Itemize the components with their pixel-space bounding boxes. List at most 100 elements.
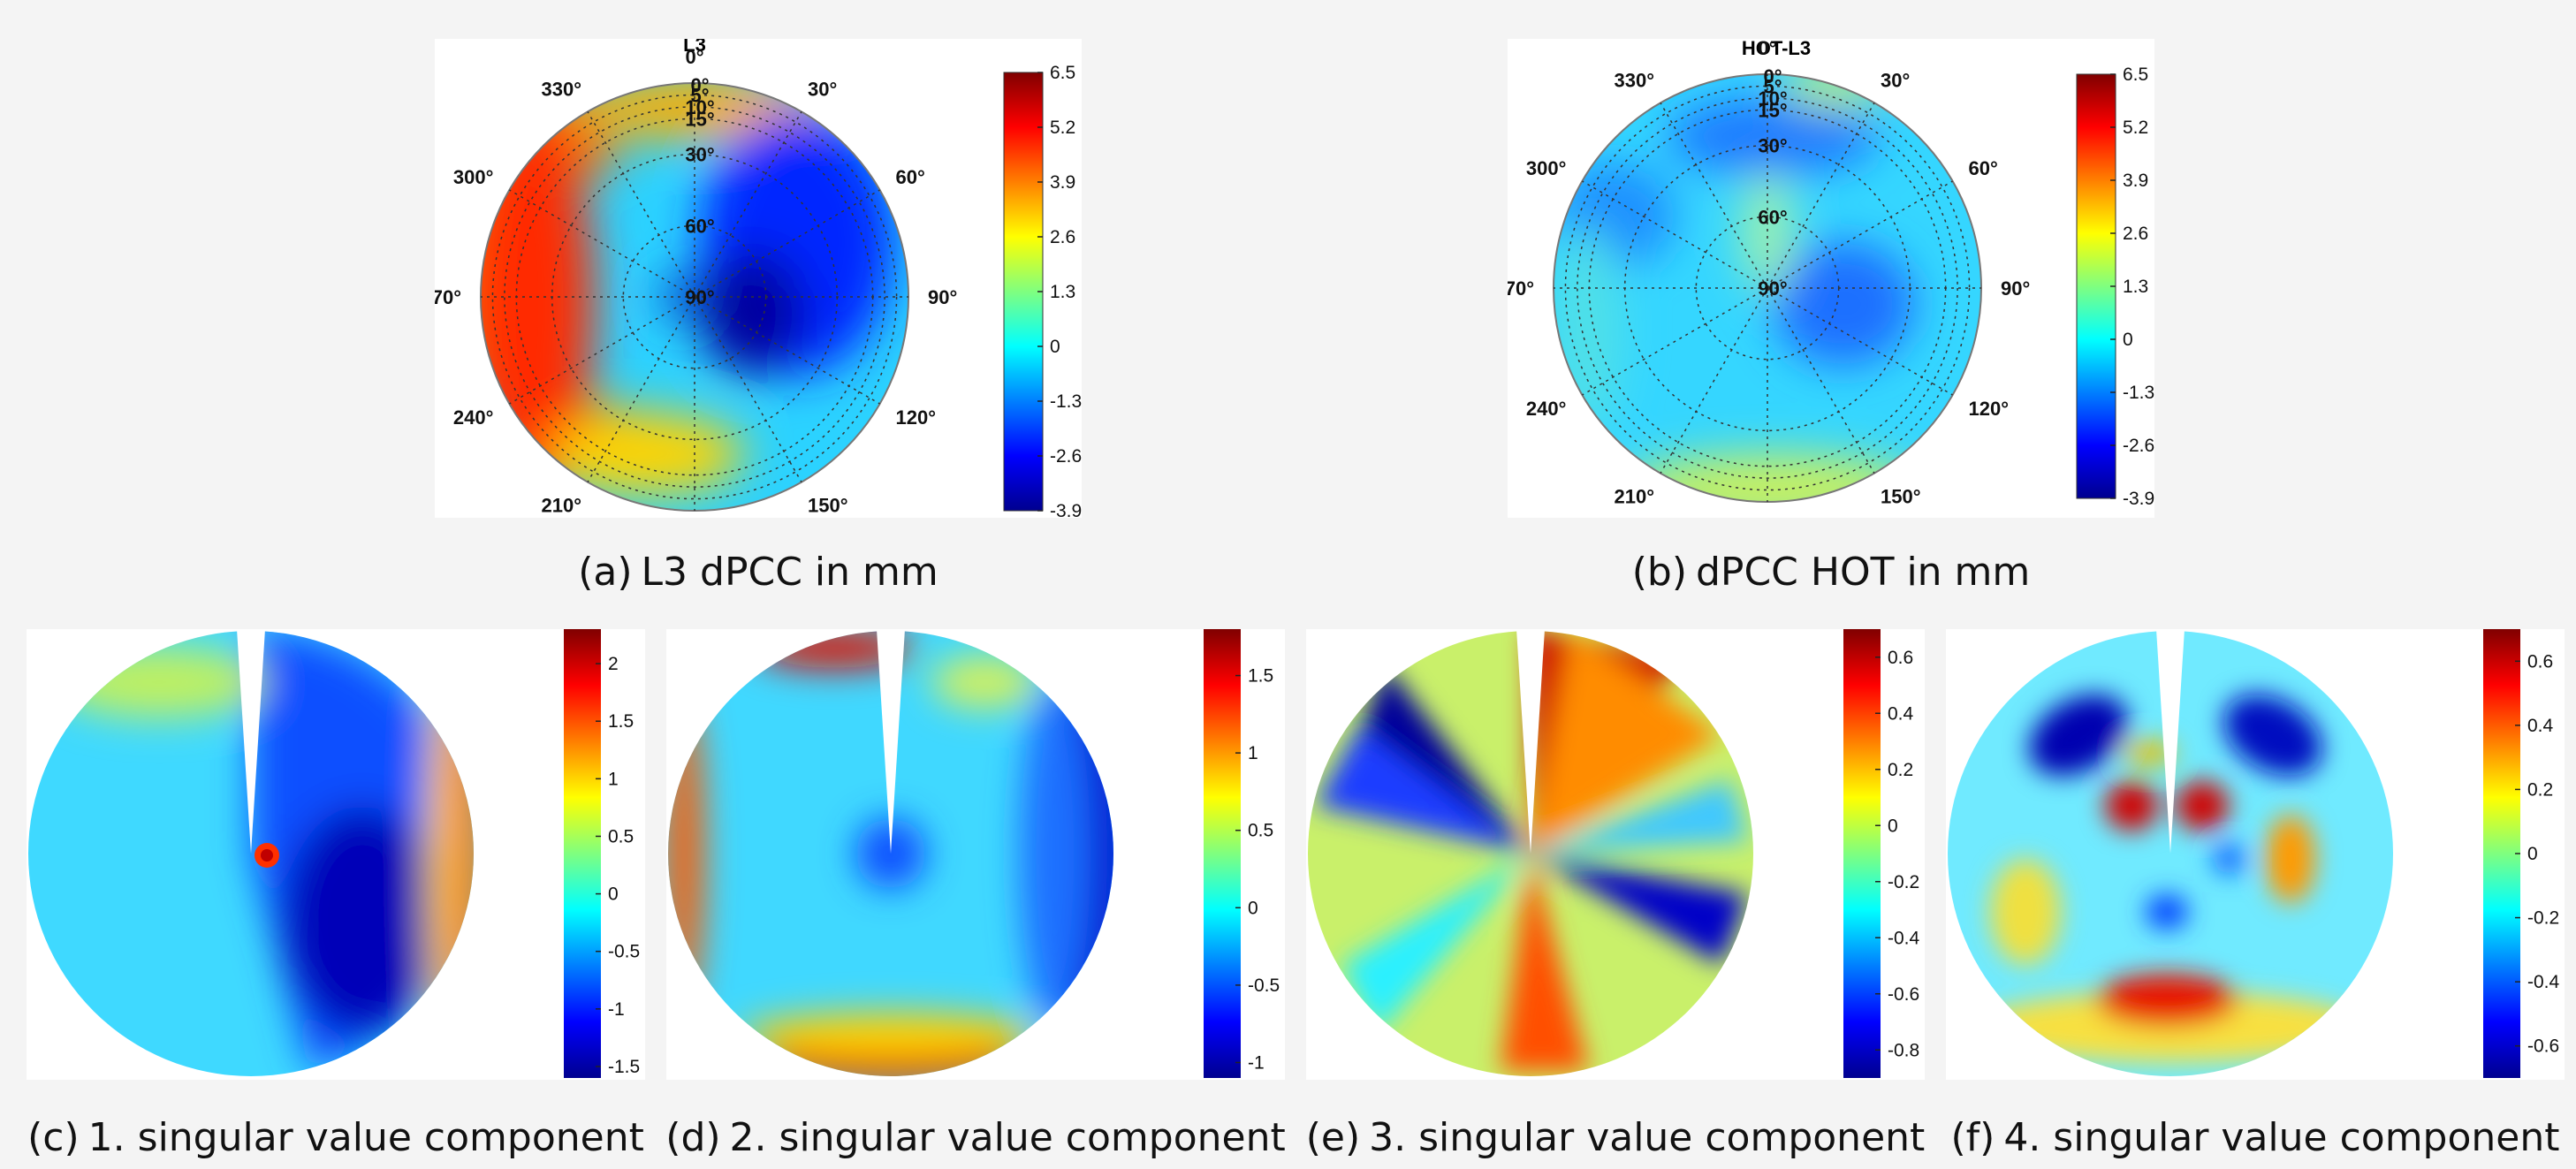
- colorbar-tick-label: -0.2: [2527, 908, 2559, 929]
- angular-tick-label: 60°: [896, 166, 925, 188]
- colorbar-tick-label: 2.6: [1050, 227, 1075, 247]
- colorbar-tick-label: -0.8: [1888, 1040, 1919, 1060]
- angular-tick-label: 300°: [453, 166, 494, 188]
- polar-grid: [481, 83, 908, 511]
- colorbar-tick-label: 1.3: [1050, 282, 1075, 302]
- colorbar-ticks: 1.5 1 0.5 0 -0.5 -1: [1235, 666, 1280, 1073]
- colorbar-tick-label: -0.6: [2527, 1036, 2559, 1057]
- caption-text: dPCC HOT in mm: [1695, 550, 2031, 595]
- colorbar-tick-label: 3.9: [1050, 172, 1075, 193]
- radial-tick-label: 5°: [1763, 75, 1782, 97]
- caption-tag: (f): [1950, 1115, 1995, 1160]
- colorbar: [1204, 629, 1241, 1078]
- angular-tick-label: 150°: [808, 495, 848, 517]
- colorbar-tick-label: -1.3: [2123, 383, 2154, 403]
- colorbar-tick-label: 0.5: [1248, 821, 1273, 841]
- grid-spoke: [694, 111, 802, 298]
- colorbar-tick-label: 1: [1248, 743, 1258, 763]
- angular-tick-label: 60°: [1969, 157, 1998, 179]
- caption-f: (f) 4. singular value component: [1937, 1115, 2573, 1160]
- colorbar-tick-label: 6.5: [2123, 65, 2148, 85]
- colorbar-tick-label: 2.6: [2123, 224, 2148, 244]
- grid-spoke: [1660, 287, 1768, 474]
- radial-tick-labels: 0°5°10°15° 30° 60° 90°: [685, 74, 714, 308]
- caption-b: (b) dPCC HOT in mm: [1508, 550, 2154, 595]
- colorbar-tick-label: 0: [608, 884, 619, 905]
- panel-a: L3 0°30°60°90°120°150°180°210°240°270°30…: [421, 34, 1082, 549]
- polar-heatmap-d: 1.5 1 0.5 0 -0.5 -1: [668, 629, 1280, 1078]
- colorbar-tick-label: 0: [1888, 816, 1898, 836]
- colorbar-tick-label: 0.5: [608, 826, 634, 846]
- grid-spoke: [694, 296, 802, 482]
- caption-tag: (b): [1631, 550, 1687, 595]
- radial-tick-label: 90°: [685, 286, 714, 308]
- colorbar-tick-label: 0.2: [1888, 760, 1913, 780]
- angular-tick-label: 150°: [1881, 486, 1921, 508]
- colorbar-tick-label: 3.9: [2123, 171, 2148, 191]
- colorbar-tick-label: 0: [1248, 898, 1258, 918]
- colorbar-tick-label: -0.4: [2527, 972, 2560, 992]
- angular-tick-label: 240°: [453, 406, 494, 429]
- angular-tick-label: 120°: [1969, 398, 2010, 420]
- colorbar-tick-label: 0: [2123, 330, 2133, 350]
- colorbar-tick-label: -0.5: [608, 942, 640, 962]
- radial-tick-label: 10°: [685, 96, 714, 118]
- caption-e: (e) 3. singular value component: [1297, 1115, 1934, 1160]
- colorbar-tick-label: -0.5: [1248, 975, 1280, 996]
- colorbar: [1843, 629, 1881, 1078]
- colorbar-tick-label: 1.5: [608, 711, 634, 732]
- angular-tick-label: 270°: [435, 286, 461, 308]
- colorbar-tick-label: 1.3: [2123, 277, 2148, 297]
- grid-ring: [491, 94, 898, 500]
- caption-text: 1. singular value component: [87, 1115, 644, 1160]
- angular-tick-label: 30°: [1881, 69, 1910, 91]
- colorbar-tick-label: 1.5: [1248, 666, 1273, 687]
- colorbar-tick-label: 0.6: [2527, 651, 2553, 672]
- radial-tick-label: 15°: [685, 108, 714, 130]
- caption-text: 3. singular value component: [1369, 1115, 1926, 1160]
- colorbar-tick-label: 0.4: [2527, 716, 2554, 736]
- radial-tick-label: 10°: [1758, 87, 1787, 110]
- panel-e: 0.6 0.4 0.2 0 -0.2 -0.4 -0.6 -0.8: [1306, 629, 1925, 1080]
- caption-a: (a) L3 dPCC in mm: [435, 550, 1082, 595]
- colorbar-ticks: 2 1.5 1 0.5 0 -0.5 -1 -1.5: [596, 654, 640, 1077]
- colorbar-ticks: 0.6 0.4 0.2 0 -0.2 -0.4 -0.6 -0.8: [1875, 648, 1920, 1060]
- colorbar: [1003, 72, 1044, 512]
- caption-tag: (c): [27, 1115, 80, 1160]
- grid-spoke: [509, 296, 695, 405]
- radial-tick-label: 60°: [685, 215, 714, 237]
- colorbar-ticks: 6.5 5.2 3.9 2.6 1.3 0 -1.3 -2.6 -3.9: [1037, 63, 1082, 521]
- grid-spoke: [1582, 180, 1768, 289]
- colorbar-tick-label: -0.4: [1888, 928, 1920, 948]
- colorbar: [564, 629, 601, 1078]
- colorbar-tick-label: 0.2: [2527, 779, 2553, 800]
- radial-tick-label: 90°: [1758, 277, 1787, 300]
- caption-tag: (e): [1305, 1115, 1361, 1160]
- colorbar: [2076, 73, 2116, 499]
- colorbar-ticks: 0.6 0.4 0.2 0 -0.2 -0.4 -0.6: [2515, 651, 2560, 1057]
- panel-b: HOT-L3 0°30°60°90°120°150°180°210°240°27…: [1493, 37, 2154, 540]
- grid-spoke: [587, 296, 695, 482]
- grid-spoke: [1582, 287, 1768, 396]
- colorbar-tick-label: -3.9: [1050, 501, 1082, 518]
- colorbar-tick-label: -1: [1248, 1052, 1265, 1073]
- colorbar-tick-label: -0.2: [1888, 872, 1919, 892]
- colorbar-tick-label: -0.6: [1888, 984, 1919, 1005]
- angular-tick-label: 90°: [2001, 277, 2030, 300]
- caption-tag: (d): [665, 1115, 721, 1160]
- angular-tick-label: 120°: [896, 406, 937, 429]
- grid-ring: [1577, 97, 1958, 479]
- colorbar-tick-label: -1.5: [608, 1057, 640, 1077]
- radial-tick-label: 60°: [1758, 206, 1787, 228]
- grid-spoke: [1767, 102, 1875, 289]
- panel-c: 2 1.5 1 0.5 0 -0.5 -1 -1.5: [27, 629, 645, 1080]
- chart-title: HOT-L3: [1742, 39, 1811, 59]
- colorbar-tick-label: 5.2: [2123, 118, 2148, 138]
- grid-spoke: [587, 111, 695, 298]
- grid-spoke: [1767, 287, 1875, 474]
- angular-tick-label: 210°: [541, 495, 581, 517]
- grid-spoke: [694, 189, 880, 298]
- radial-tick-label: 0°: [690, 74, 709, 96]
- grid-spoke: [1660, 102, 1768, 289]
- grid-spoke: [1767, 180, 1953, 289]
